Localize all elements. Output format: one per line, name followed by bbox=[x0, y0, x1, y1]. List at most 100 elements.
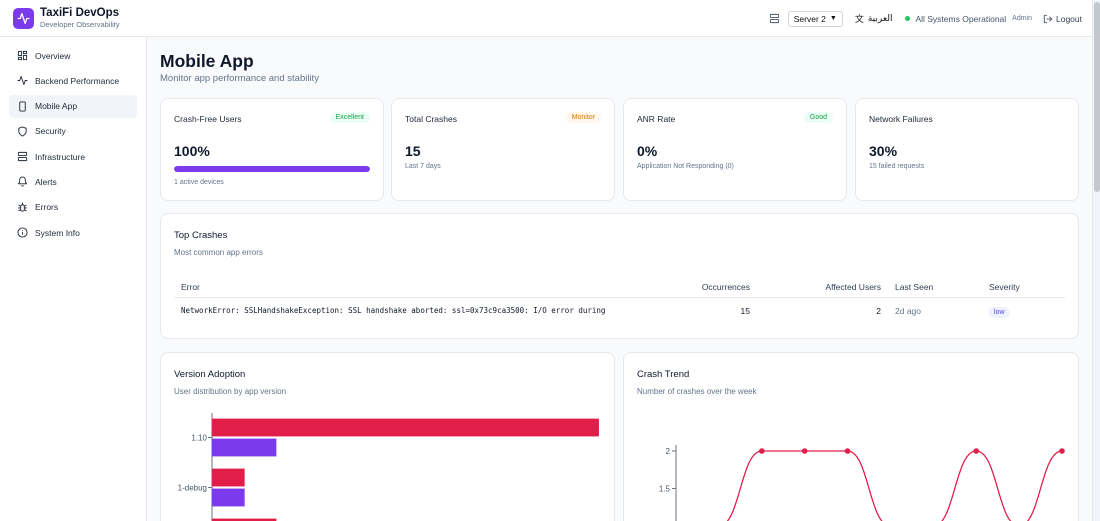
status-dot-icon bbox=[905, 16, 911, 21]
shield-icon bbox=[18, 126, 27, 137]
data-point[interactable] bbox=[973, 448, 980, 454]
logout-icon bbox=[1043, 14, 1053, 23]
crash-trend-card: Crash Trend Number of crashes over the w… bbox=[623, 352, 1079, 521]
column-header-last-seen: Last Seen bbox=[895, 282, 934, 292]
sidebar-item-system-info[interactable]: System Info bbox=[9, 221, 137, 244]
error-message: NetworkError: SSLHandshakeException: SSL… bbox=[181, 306, 606, 315]
stat-card-crash-free-users: Crash-Free Users Excellent 100% 1 active… bbox=[160, 98, 384, 201]
chevron-down-icon: ▼ bbox=[829, 15, 837, 22]
sidebar-item-label: Security bbox=[35, 126, 66, 137]
info-icon bbox=[17, 227, 28, 238]
language-toggle[interactable]: 文 العربية bbox=[855, 12, 893, 25]
column-header-error: Error bbox=[181, 282, 200, 292]
main-content: Mobile App Monitor app performance and s… bbox=[147, 37, 1092, 521]
scrollbar-thumb[interactable] bbox=[1094, 2, 1100, 192]
stat-title: ANR Rate bbox=[637, 114, 676, 124]
stat-value: 100% bbox=[174, 143, 210, 159]
y-tick-label: 1.5 bbox=[659, 485, 671, 494]
status-badge: Monitor bbox=[565, 112, 601, 123]
server-icon bbox=[769, 13, 780, 24]
stat-value: 15 bbox=[405, 143, 421, 159]
sidebar-item-security[interactable]: Security bbox=[9, 120, 137, 143]
section-subtitle: User distribution by app version bbox=[174, 387, 287, 396]
sidebar-item-errors[interactable]: Errors bbox=[9, 196, 137, 219]
page-subtitle: Monitor app performance and stability bbox=[160, 73, 319, 84]
version-adoption-card: Version Adoption User distribution by ap… bbox=[160, 352, 615, 521]
sidebar: Overview Backend Performance Mobile App … bbox=[0, 37, 147, 521]
sidebar-item-label: Mobile App bbox=[35, 101, 78, 112]
stat-title: Network Failures bbox=[869, 114, 933, 124]
grid-icon bbox=[17, 50, 28, 61]
section-title: Top Crashes bbox=[174, 230, 228, 241]
data-point[interactable] bbox=[844, 448, 851, 454]
sidebar-item-label: Backend Performance bbox=[35, 75, 120, 86]
affected-users-value: 2 bbox=[876, 306, 881, 316]
column-header-occurrences: Occurrences bbox=[701, 282, 750, 292]
column-header-severity: Severity bbox=[989, 282, 1020, 292]
last-seen-value: 2d ago bbox=[895, 306, 921, 316]
page-title: Mobile App bbox=[160, 51, 254, 71]
stat-footnote: 15 failed requests bbox=[869, 163, 925, 170]
data-point[interactable] bbox=[1059, 448, 1065, 454]
smartphone-icon bbox=[19, 101, 26, 112]
sidebar-item-label: System Info bbox=[35, 227, 80, 238]
section-title: Version Adoption bbox=[174, 369, 246, 380]
server-select[interactable]: Server 2 ▼ bbox=[787, 10, 843, 27]
server-select-value: Server 2 bbox=[793, 13, 826, 24]
stat-card-anr-rate: ANR Rate Good 0% Application Not Respond… bbox=[623, 98, 847, 201]
sidebar-item-label: Errors bbox=[35, 202, 59, 213]
stat-footnote: Application Not Responding (0) bbox=[637, 163, 734, 170]
crash-trend-chart: 11.52 bbox=[659, 445, 1065, 521]
logout-button[interactable]: Logout bbox=[1043, 14, 1082, 24]
bar[interactable] bbox=[212, 488, 245, 507]
bug-icon bbox=[17, 202, 28, 212]
table-header: Error Occurrences Affected Users Last Se… bbox=[174, 280, 1065, 298]
bar[interactable] bbox=[212, 468, 245, 487]
column-header-affected-users: Affected Users bbox=[825, 282, 881, 292]
app-subtitle: Developer Observability bbox=[40, 19, 120, 29]
section-subtitle: Number of crashes over the week bbox=[637, 387, 757, 396]
sidebar-item-backend-performance[interactable]: Backend Performance bbox=[9, 69, 137, 92]
stat-card-network-failures: Network Failures 30% 15 failed requests bbox=[855, 98, 1079, 201]
page-scrollbar[interactable] bbox=[1092, 0, 1100, 521]
sidebar-item-label: Infrastructure bbox=[35, 151, 86, 162]
bar[interactable] bbox=[212, 438, 277, 457]
bar[interactable] bbox=[212, 518, 277, 521]
stat-footnote: 1 active devices bbox=[174, 179, 224, 186]
section-subtitle: Most common app errors bbox=[174, 248, 263, 257]
section-title: Crash Trend bbox=[637, 369, 690, 380]
activity-icon bbox=[17, 76, 28, 86]
logout-label: Logout bbox=[1056, 13, 1082, 24]
version-adoption-chart: 1.10 1-debug bbox=[178, 413, 599, 521]
stat-value: 0% bbox=[637, 143, 658, 159]
sidebar-item-label: Alerts bbox=[35, 176, 57, 187]
crash-free-progress-bar bbox=[174, 166, 370, 172]
translate-icon: 文 bbox=[854, 14, 864, 24]
activity-logo-icon bbox=[13, 7, 34, 29]
bar[interactable] bbox=[212, 418, 599, 437]
severity-badge: low bbox=[989, 307, 1010, 318]
top-crashes-card: Top Crashes Most common app errors Error… bbox=[160, 213, 1079, 339]
stat-value: 30% bbox=[869, 143, 898, 159]
sidebar-item-mobile-app[interactable]: Mobile App bbox=[9, 94, 137, 118]
sidebar-item-infrastructure[interactable]: Infrastructure bbox=[9, 145, 137, 168]
data-point[interactable] bbox=[758, 448, 765, 454]
status-badge: Good bbox=[803, 112, 833, 123]
status-text: All Systems Operational bbox=[915, 13, 1007, 24]
sidebar-item-overview[interactable]: Overview bbox=[9, 44, 137, 67]
sidebar-item-alerts[interactable]: Alerts bbox=[9, 170, 137, 193]
category-tick-label: 1-debug bbox=[178, 484, 207, 493]
brand[interactable]: TaxiFi DevOps Developer Observability bbox=[13, 7, 120, 30]
language-label: العربية bbox=[867, 13, 893, 23]
table-row[interactable]: NetworkError: SSLHandshakeException: SSL… bbox=[174, 298, 1065, 324]
status-badge: Excellent bbox=[329, 112, 370, 123]
data-point[interactable] bbox=[801, 448, 808, 454]
series-line bbox=[726, 450, 1063, 521]
stat-card-total-crashes: Total Crashes Monitor 15 Last 7 days bbox=[391, 98, 615, 201]
app-name: TaxiFi DevOps bbox=[40, 6, 120, 19]
system-status: All Systems Operational Admin bbox=[905, 14, 1032, 24]
user-role: Admin bbox=[1012, 15, 1032, 22]
top-header: TaxiFi DevOps Developer Observability Se… bbox=[0, 0, 1092, 37]
stat-title: Total Crashes bbox=[405, 114, 457, 124]
bell-icon bbox=[17, 177, 28, 187]
